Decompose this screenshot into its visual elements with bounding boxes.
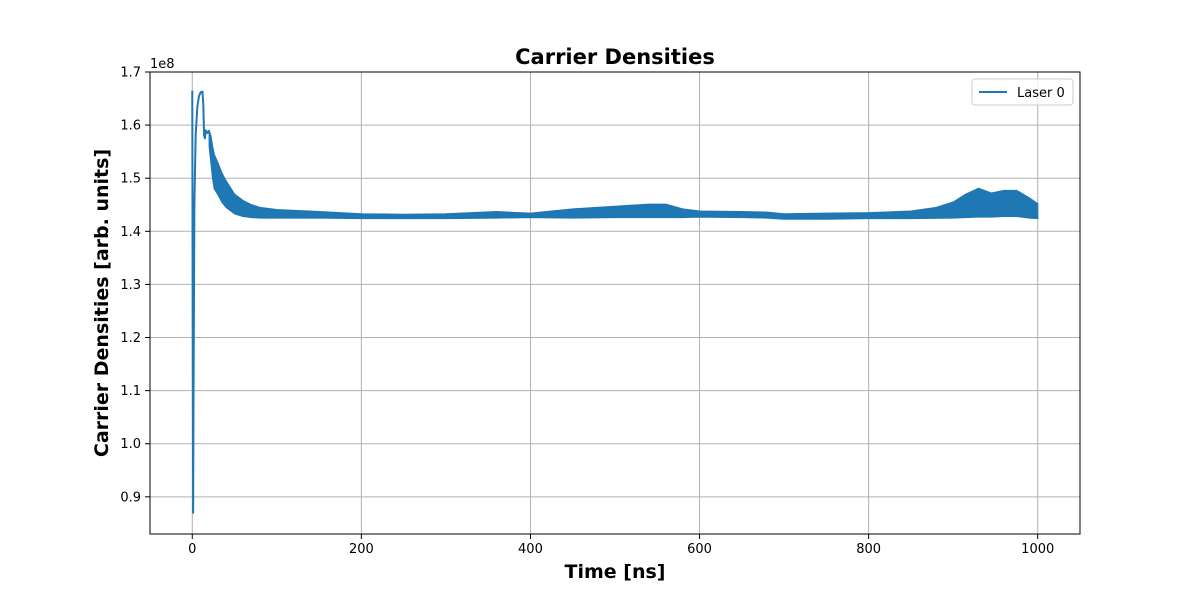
y-tick-label: 1.4 <box>120 225 141 240</box>
y-offset-label: 1e8 <box>150 57 175 72</box>
y-tick-label: 1.3 <box>120 278 141 293</box>
y-tick-label: 0.9 <box>120 490 141 505</box>
series-0-oscillation-band <box>208 129 1039 220</box>
y-tick-label: 1.6 <box>120 119 141 134</box>
legend-box <box>971 78 1074 106</box>
legend-label-laser-0: Laser 0 <box>1017 86 1065 101</box>
x-axis-title: Time [ns] <box>565 561 666 583</box>
x-tick-label: 200 <box>349 542 374 557</box>
chart-title: Carrier Densities <box>515 45 715 69</box>
x-tick-label: 400 <box>518 542 543 557</box>
x-tick-label: 1000 <box>1021 542 1054 557</box>
y-tick-label: 1.0 <box>120 437 141 452</box>
series-0-transient-line <box>191 90 211 514</box>
x-tick-label: 0 <box>188 542 196 557</box>
data-layer <box>191 90 1039 514</box>
y-tick-label: 1.7 <box>120 66 141 81</box>
y-tick-label: 1.1 <box>120 384 141 399</box>
tick-layer: 0 200 400 600 800 1000 0.9 1.0 1.1 1.2 1.3 1.4 1.5 1.… <box>120 66 1054 558</box>
plot-frame <box>149 71 1081 535</box>
x-tick-label: 600 <box>687 542 712 557</box>
legend: Laser 0 <box>971 78 1074 106</box>
x-tick-label: 800 <box>856 542 881 557</box>
y-tick-label: 1.2 <box>120 331 141 346</box>
y-axis-title: Carrier Densities [arb. units] <box>91 149 113 457</box>
y-tick-label: 1.5 <box>120 172 141 187</box>
